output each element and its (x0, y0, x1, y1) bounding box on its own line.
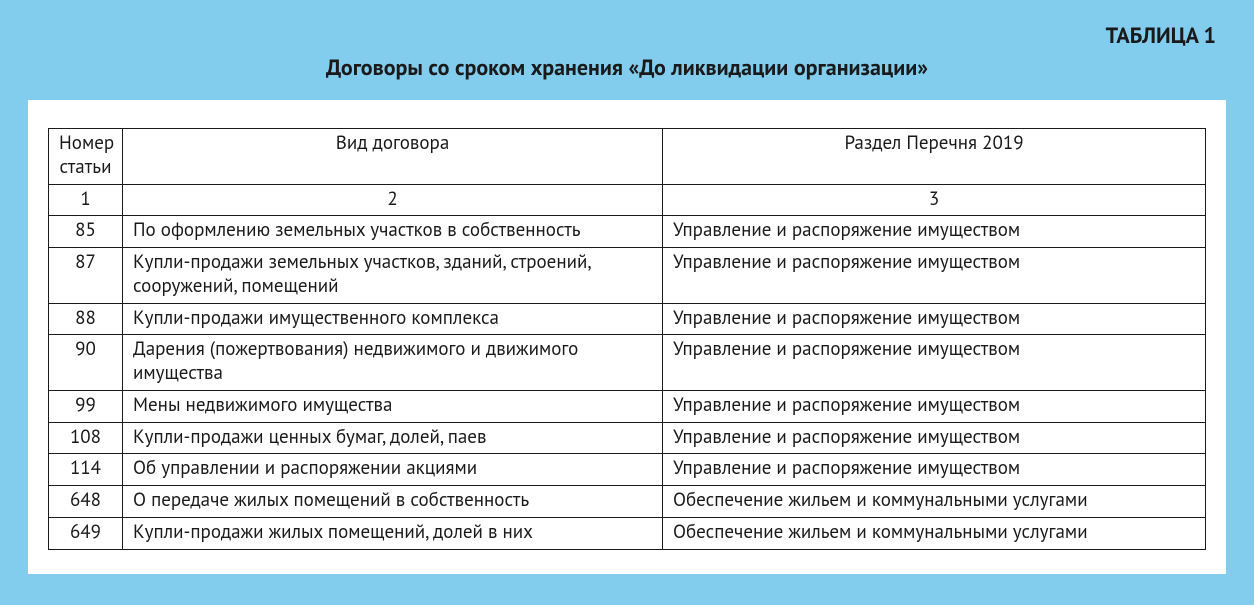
cell-contract-type: Купли-продажи имущественного комплекса (123, 303, 663, 335)
cell-article-number: 85 (49, 216, 123, 248)
col-header-contract-type: Вид договора (123, 129, 663, 185)
cell-article-number: 87 (49, 248, 123, 304)
table-row: 85По оформлению земельных участков в соб… (49, 216, 1206, 248)
cell-section: Обеспечение жильем и коммунальными услуг… (663, 517, 1206, 549)
cell-article-number: 99 (49, 390, 123, 422)
cell-section: Управление и распоряжение имуществом (663, 303, 1206, 335)
cell-contract-type: Купли-продажи ценных бумаг, долей, паев (123, 422, 663, 454)
col-number-1: 1 (49, 184, 123, 216)
table-column-number-row: 1 2 3 (49, 184, 1206, 216)
table-row: 648О передаче жилых помещений в собствен… (49, 486, 1206, 518)
table-row: 649Купли-продажи жилых помещений, долей … (49, 517, 1206, 549)
cell-contract-type: Дарения (пожертвования) недвижимого и дв… (123, 335, 663, 391)
table-row: 99Мены недвижимого имуществаУправление и… (49, 390, 1206, 422)
col-header-section: Раздел Перечня 2019 (663, 129, 1206, 185)
table-body: 85По оформлению земельных участков в соб… (49, 216, 1206, 549)
cell-article-number: 114 (49, 454, 123, 486)
cell-article-number: 648 (49, 486, 123, 518)
cell-contract-type: По оформлению земельных участков в собст… (123, 216, 663, 248)
col-number-3: 3 (663, 184, 1206, 216)
table-row: 114Об управлении и распоряжении акциямиУ… (49, 454, 1206, 486)
table-row: 87Купли-продажи земельных участков, здан… (49, 248, 1206, 304)
cell-section: Управление и распоряжение имуществом (663, 454, 1206, 486)
contracts-table: Номер статьи Вид договора Раздел Перечня… (48, 128, 1206, 550)
table-panel: Номер статьи Вид договора Раздел Перечня… (28, 100, 1226, 574)
col-header-article-number: Номер статьи (49, 129, 123, 185)
cell-article-number: 649 (49, 517, 123, 549)
cell-contract-type: Купли-продажи жилых помещений, долей в н… (123, 517, 663, 549)
cell-section: Управление и распоряжение имуществом (663, 390, 1206, 422)
cell-article-number: 88 (49, 303, 123, 335)
table-row: 88Купли-продажи имущественного комплекса… (49, 303, 1206, 335)
cell-section: Обеспечение жильем и коммунальными услуг… (663, 486, 1206, 518)
table-header-row: Номер статьи Вид договора Раздел Перечня… (49, 129, 1206, 185)
cell-section: Управление и распоряжение имуществом (663, 216, 1206, 248)
col-number-2: 2 (123, 184, 663, 216)
table-row: 90Дарения (пожертвования) недвижимого и … (49, 335, 1206, 391)
cell-contract-type: Об управлении и распоряжении акциями (123, 454, 663, 486)
table-label: ТАБЛИЦА 1 (28, 22, 1216, 50)
cell-contract-type: Купли-продажи земельных участков, зданий… (123, 248, 663, 304)
cell-contract-type: О передаче жилых помещений в собственнос… (123, 486, 663, 518)
cell-contract-type: Мены недвижимого имущества (123, 390, 663, 422)
figure-container: ТАБЛИЦА 1 Договоры со сроком хранения «Д… (0, 0, 1254, 605)
cell-section: Управление и распоряжение имуществом (663, 422, 1206, 454)
table-row: 108Купли-продажи ценных бумаг, долей, па… (49, 422, 1206, 454)
cell-article-number: 108 (49, 422, 123, 454)
table-title: Договоры со сроком хранения «До ликвидац… (28, 54, 1226, 82)
cell-section: Управление и распоряжение имуществом (663, 248, 1206, 304)
cell-section: Управление и распоряжение имуществом (663, 335, 1206, 391)
cell-article-number: 90 (49, 335, 123, 391)
